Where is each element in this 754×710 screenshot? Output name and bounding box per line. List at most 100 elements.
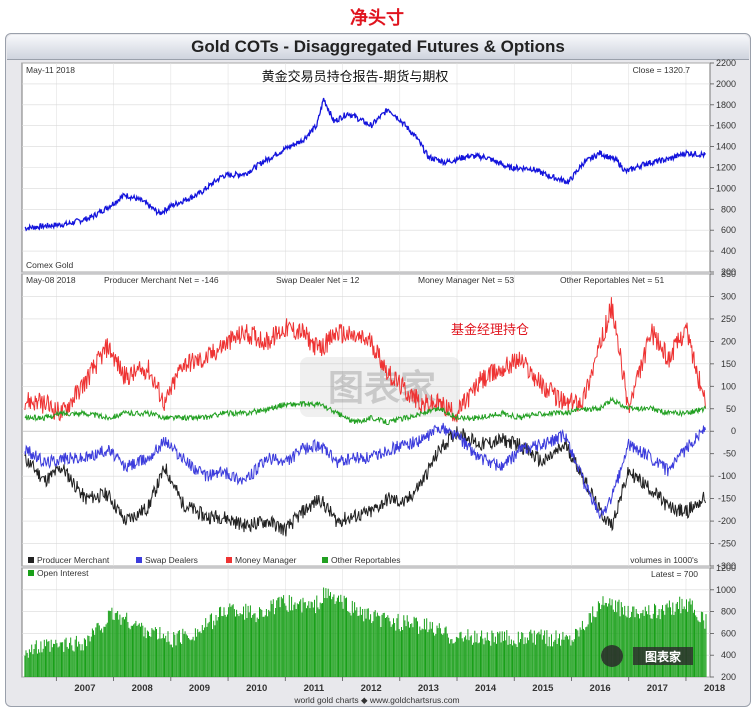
oi-bar: [25, 650, 27, 677]
oi-bar: [126, 612, 128, 677]
oi-bar: [97, 622, 99, 677]
oi-bar: [39, 652, 41, 677]
oi-bar: [533, 630, 535, 677]
oi-bar: [422, 629, 424, 677]
oi-bar: [688, 601, 690, 677]
oi-bar: [319, 602, 321, 677]
oi-bar: [150, 636, 152, 677]
oi-bar: [368, 619, 370, 677]
x-tick-label-4: 2011: [304, 683, 325, 694]
oi-bar: [480, 636, 481, 677]
cot-series-line-3: [24, 396, 706, 426]
oi-bar: [160, 638, 162, 677]
cot-legend-label-2: Money Manager: [235, 555, 297, 565]
oi-bar: [33, 649, 35, 677]
oi-bar: [636, 613, 638, 677]
oi-bar: [175, 645, 177, 677]
oi-bar: [437, 628, 439, 677]
cot-legend-label-3: Other Reportables: [331, 555, 400, 565]
oi-bar: [273, 614, 275, 677]
cot-ytick-label-10: 200: [721, 336, 736, 346]
oi-bar: [704, 628, 706, 677]
oi-bar: [383, 612, 385, 677]
oi-bar: [190, 640, 192, 677]
oi-bar: [311, 602, 313, 677]
oi-bar: [357, 616, 359, 677]
oi-bar: [544, 630, 546, 677]
oi-bar: [355, 610, 357, 677]
oi-bar: [616, 612, 618, 677]
oi-bar: [325, 588, 327, 677]
oi-bar: [468, 640, 470, 677]
oi-bar: [43, 639, 45, 677]
oi-bar: [494, 636, 496, 677]
oi-bar: [492, 633, 494, 677]
oi-bar: [331, 599, 333, 677]
oi-bar: [267, 616, 269, 677]
oi-bar: [270, 600, 272, 677]
price-date-label: May-11 2018: [26, 65, 75, 75]
oi-bar: [386, 617, 388, 677]
oi-bar: [72, 650, 74, 677]
oi-bar: [454, 641, 456, 677]
x-tick-label-3: 2010: [246, 683, 267, 694]
oi-bar: [168, 641, 170, 677]
oi-bar: [446, 633, 448, 677]
oi-bar: [393, 618, 394, 677]
oi-bar: [564, 636, 566, 677]
oi-bar: [593, 616, 595, 677]
oi-bar: [548, 636, 550, 677]
cot-legend-swatch-1: [136, 557, 142, 563]
oi-bar: [249, 605, 251, 677]
oi-bar: [78, 641, 80, 677]
oi-bar: [272, 599, 274, 677]
oi-bar: [672, 602, 674, 677]
x-tick-label-8: 2015: [532, 683, 554, 694]
price-ytick-label-0: 200: [721, 267, 736, 277]
oi-bar: [236, 609, 238, 677]
oi-bar: [244, 619, 246, 677]
oi-bar: [241, 614, 243, 677]
cot-ytick-label-12: 300: [721, 291, 736, 301]
oi-bar: [55, 639, 57, 677]
price-ytick-label-1: 400: [721, 246, 736, 256]
oi-bar: [56, 643, 58, 677]
oi-bar: [481, 630, 483, 677]
oi-bar: [339, 601, 341, 677]
oi-bar: [569, 635, 571, 677]
oi-bar: [340, 594, 342, 677]
oi-bar: [641, 613, 643, 677]
oi-bar: [170, 644, 172, 677]
oi-bar: [540, 629, 542, 677]
oi-bar: [559, 633, 560, 677]
oi-bar: [64, 639, 66, 677]
oi-bar: [364, 608, 366, 677]
oi-bar: [643, 615, 645, 677]
oi-bar: [426, 618, 428, 677]
watermark-text: 图表家: [328, 368, 436, 409]
oi-bar: [180, 642, 181, 677]
oi-bar: [287, 612, 289, 677]
oi-bar: [615, 600, 617, 677]
oi-bar: [692, 612, 694, 677]
oi-bar: [401, 627, 402, 677]
oi-bar: [256, 617, 258, 677]
oi-bar: [597, 601, 599, 677]
oi-bar: [295, 609, 297, 677]
oi-bar: [275, 608, 277, 677]
oi-bar: [670, 607, 671, 677]
oi-bar: [498, 633, 500, 677]
oi-bar: [212, 629, 214, 677]
oi-bar: [418, 634, 420, 677]
oi-bar: [451, 639, 453, 677]
oi-bar: [200, 633, 202, 677]
oi-bar: [504, 631, 505, 677]
oi-ytick-label-0: 200: [721, 672, 736, 682]
oi-bar: [343, 595, 345, 677]
oi-bar: [433, 632, 434, 677]
oi-bar: [257, 618, 259, 677]
oi-bar: [268, 609, 270, 677]
oi-bar: [604, 602, 606, 677]
oi-bar: [366, 608, 368, 677]
oi-bar: [496, 643, 497, 677]
